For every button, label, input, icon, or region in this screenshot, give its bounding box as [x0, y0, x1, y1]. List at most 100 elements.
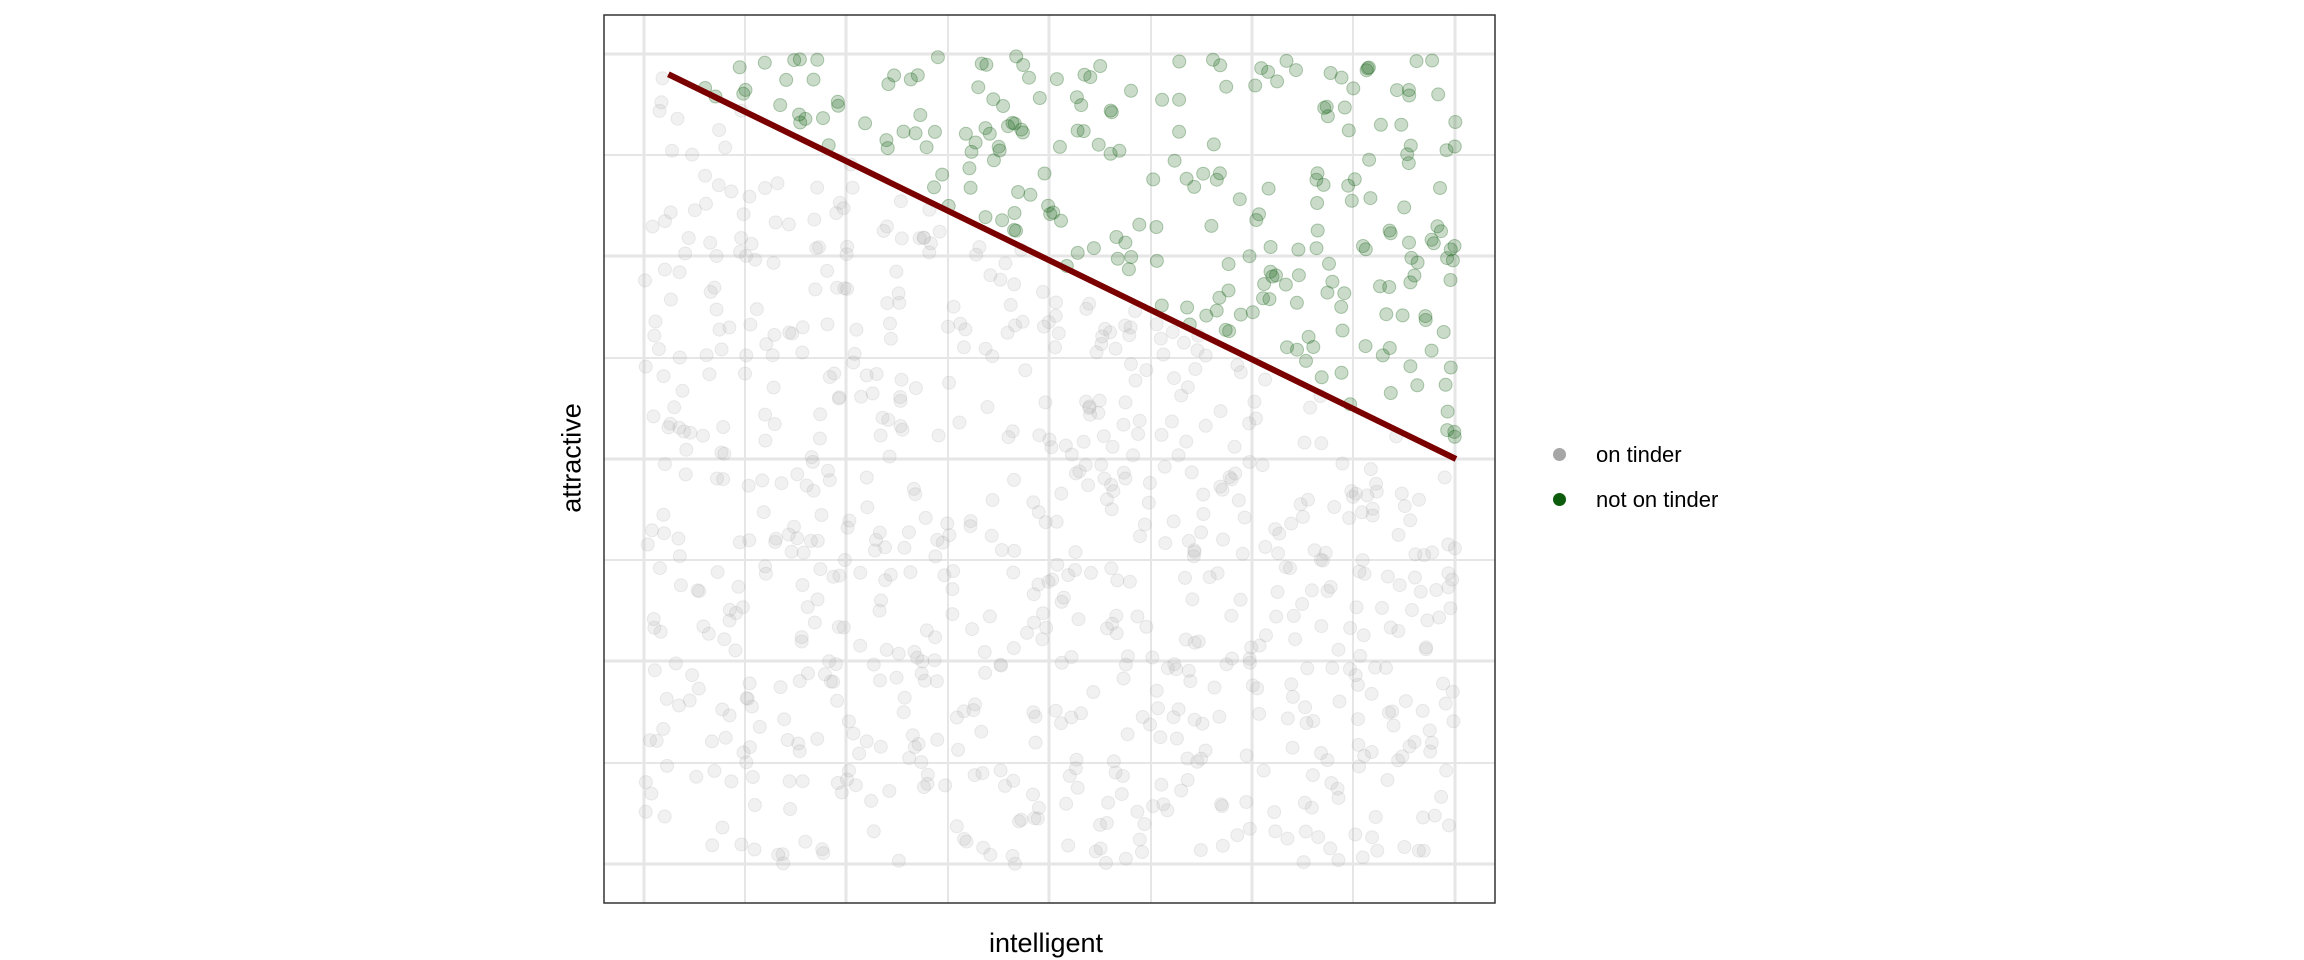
point-on-tinder — [1344, 484, 1359, 499]
point-on-tinder — [1048, 340, 1063, 355]
point-on-tinder — [953, 316, 968, 331]
point-on-tinder — [923, 236, 938, 251]
point-not-on-tinder — [1344, 193, 1359, 208]
point-on-tinder — [678, 246, 693, 261]
point-not-on-tinder — [1289, 295, 1304, 310]
point-on-tinder — [1258, 372, 1273, 387]
point-not-on-tinder — [1046, 205, 1061, 220]
point-not-on-tinder — [1209, 303, 1224, 318]
point-on-tinder — [1416, 810, 1430, 825]
point-not-on-tinder — [1221, 283, 1236, 298]
point-not-on-tinder — [958, 126, 973, 141]
point-not-on-tinder — [1262, 292, 1277, 307]
point-on-tinder — [1079, 394, 1094, 409]
point-on-tinder — [1001, 430, 1016, 445]
point-on-tinder — [821, 463, 835, 478]
point-on-tinder — [645, 219, 660, 234]
point-on-tinder — [836, 620, 851, 635]
point-not-on-tinder — [1289, 63, 1303, 78]
point-on-tinder — [922, 245, 937, 260]
point-on-tinder — [891, 646, 906, 661]
point-on-tinder — [1014, 812, 1029, 827]
point-on-tinder — [1315, 553, 1330, 568]
point-on-tinder — [1439, 763, 1454, 778]
point-not-on-tinder — [1448, 115, 1463, 129]
point-on-tinder — [1239, 795, 1254, 809]
point-on-tinder — [1027, 615, 1041, 630]
point-on-tinder — [846, 726, 861, 741]
point-on-tinder — [1041, 315, 1056, 330]
point-on-tinder — [1368, 810, 1383, 824]
point-on-tinder — [917, 673, 932, 688]
point-on-tinder — [1327, 500, 1342, 514]
point-on-tinder — [652, 561, 667, 576]
point-not-on-tinder — [974, 56, 989, 71]
point-on-tinder — [1135, 710, 1150, 724]
point-on-tinder — [685, 147, 700, 162]
point-not-on-tinder — [831, 98, 846, 113]
point-on-tinder — [1076, 434, 1091, 449]
point-on-tinder — [1108, 341, 1123, 356]
point-on-tinder — [1056, 590, 1071, 605]
point-on-tinder — [1105, 439, 1120, 454]
point-on-tinder — [1408, 547, 1423, 562]
point-on-tinder — [1006, 641, 1021, 656]
point-on-tinder — [938, 778, 953, 793]
point-on-tinder — [660, 758, 674, 773]
point-not-on-tinder — [927, 180, 941, 195]
point-on-tinder — [1095, 329, 1110, 344]
point-on-tinder — [656, 721, 671, 736]
point-on-tinder — [657, 262, 672, 277]
point-on-tinder — [1445, 684, 1460, 699]
point-on-tinder — [914, 666, 929, 681]
point-not-on-tinder — [1077, 67, 1092, 82]
point-on-tinder — [800, 600, 815, 615]
y-axis-title: attractive — [556, 403, 587, 513]
point-not-on-tinder — [1424, 343, 1439, 358]
point-not-on-tinder — [971, 80, 986, 95]
point-on-tinder — [1035, 284, 1050, 299]
point-on-tinder — [1252, 638, 1267, 653]
legend-key-on-tinder — [1548, 440, 1572, 470]
point-on-tinder — [647, 620, 662, 635]
point-not-on-tinder — [1390, 83, 1404, 98]
point-on-tinder — [917, 230, 932, 245]
point-on-tinder — [1380, 569, 1395, 584]
point-on-tinder — [1278, 560, 1293, 575]
point-on-tinder — [732, 535, 747, 550]
point-on-tinder — [1296, 855, 1311, 870]
point-on-tinder — [1093, 841, 1108, 856]
point-on-tinder — [1005, 848, 1020, 863]
point-on-tinder — [738, 366, 752, 381]
point-on-tinder — [1068, 563, 1082, 577]
point-on-tinder — [709, 249, 724, 263]
point-on-tinder — [1104, 561, 1119, 576]
point-not-on-tinder — [1054, 213, 1068, 228]
point-not-on-tinder — [991, 139, 1006, 154]
point-not-on-tinder — [1015, 125, 1030, 140]
point-on-tinder — [710, 471, 724, 486]
point-on-tinder — [1351, 712, 1365, 727]
point-on-tinder — [676, 424, 691, 439]
point-on-tinder — [1437, 470, 1452, 485]
point-on-tinder — [840, 281, 855, 296]
point-not-on-tinder — [1346, 81, 1361, 96]
point-not-on-tinder — [1076, 124, 1091, 139]
point-not-on-tinder — [1407, 268, 1422, 283]
point-on-tinder — [1342, 662, 1357, 676]
point-on-tinder — [692, 584, 707, 599]
point-not-on-tinder — [1213, 58, 1228, 73]
point-on-tinder — [1213, 404, 1228, 419]
point-on-tinder — [735, 600, 750, 615]
point-not-on-tinder — [1309, 241, 1324, 256]
point-on-tinder — [1042, 432, 1057, 447]
point-on-tinder — [1070, 780, 1085, 795]
point-on-tinder — [1272, 526, 1287, 541]
point-not-on-tinder — [798, 111, 813, 126]
point-on-tinder — [1230, 828, 1245, 843]
point-not-on-tinder — [1254, 61, 1269, 76]
point-not-on-tinder — [792, 107, 807, 122]
point-on-tinder — [959, 834, 974, 849]
point-on-tinder — [1041, 574, 1056, 589]
point-on-tinder — [841, 714, 856, 729]
